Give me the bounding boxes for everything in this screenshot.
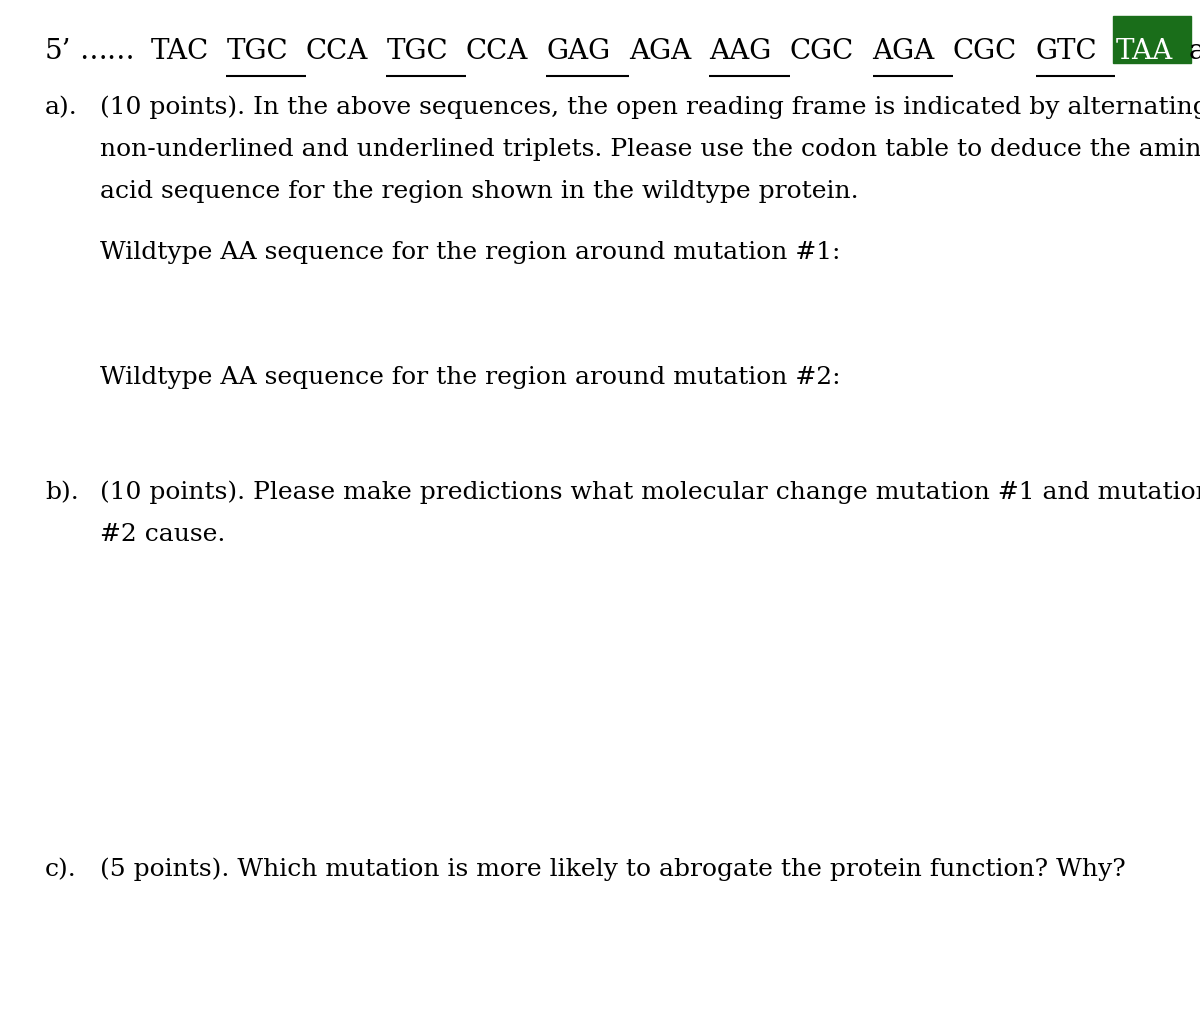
Text: GAG: GAG <box>546 38 611 65</box>
Text: 5’: 5’ <box>46 38 72 65</box>
Text: c).: c). <box>46 858 77 881</box>
Text: (10 points). Please make predictions what molecular change mutation #1 and mutat: (10 points). Please make predictions wha… <box>100 481 1200 504</box>
Text: #2 cause.: #2 cause. <box>100 523 226 546</box>
Text: acid sequence for the region shown in the wildtype protein.: acid sequence for the region shown in th… <box>100 180 859 203</box>
Text: TAC: TAC <box>151 38 209 65</box>
Text: TGC: TGC <box>227 38 288 65</box>
Text: TGC: TGC <box>386 38 448 65</box>
Text: TAA: TAA <box>1115 38 1172 65</box>
Text: actgt… 3’: actgt… 3’ <box>1189 38 1200 65</box>
Text: GTC: GTC <box>1036 38 1098 65</box>
Text: CGC: CGC <box>790 38 854 65</box>
Text: Wildtype AA sequence for the region around mutation #1:: Wildtype AA sequence for the region arou… <box>100 241 840 264</box>
Text: CGC: CGC <box>953 38 1018 65</box>
Bar <box>1114 16 1192 63</box>
Text: b).: b). <box>46 481 79 504</box>
Text: (5 points). Which mutation is more likely to abrogate the protein function? Why?: (5 points). Which mutation is more likel… <box>100 858 1126 881</box>
Text: Wildtype AA sequence for the region around mutation #2:: Wildtype AA sequence for the region arou… <box>100 366 841 389</box>
Text: AGA: AGA <box>872 38 935 65</box>
Text: a).: a). <box>46 96 78 119</box>
Text: CCA: CCA <box>466 38 528 65</box>
Text: ……: …… <box>79 38 134 65</box>
Text: AGA: AGA <box>629 38 691 65</box>
Text: non-underlined and underlined triplets. Please use the codon table to deduce the: non-underlined and underlined triplets. … <box>100 138 1200 161</box>
Text: (10 points). In the above sequences, the open reading frame is indicated by alte: (10 points). In the above sequences, the… <box>100 95 1200 119</box>
Text: AAG: AAG <box>709 38 772 65</box>
Text: CCA: CCA <box>306 38 368 65</box>
